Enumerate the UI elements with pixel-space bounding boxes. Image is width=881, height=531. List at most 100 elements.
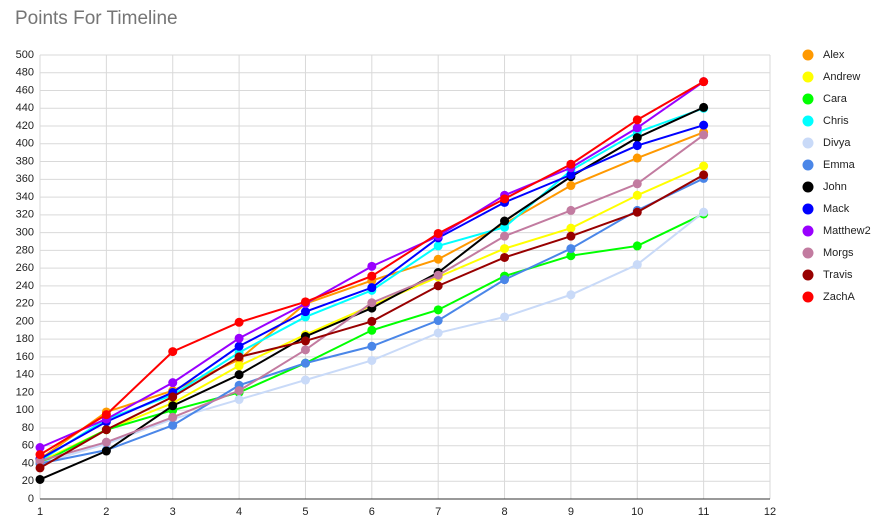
y-tick-label: 500 [16,49,34,61]
data-point [433,305,443,315]
legend-swatch [802,203,814,215]
y-tick-label: 360 [16,173,34,185]
data-point [367,271,377,281]
y-tick-label: 60 [22,440,34,452]
data-point [300,307,310,317]
data-point [300,358,310,368]
data-point [367,298,377,308]
data-point [566,244,576,254]
data-point [632,260,642,270]
data-point [35,463,45,473]
x-tick-label: 5 [302,506,308,518]
y-tick-label: 160 [16,351,34,363]
data-point [168,401,178,411]
data-point [367,341,377,351]
y-tick-label: 480 [16,67,34,79]
x-tick-label: 7 [435,506,441,518]
data-point [566,205,576,215]
data-point [632,115,642,125]
y-tick-label: 300 [16,227,34,239]
data-point [433,270,443,280]
data-point [632,207,642,217]
data-point [699,120,709,130]
legend-swatch [802,137,814,149]
data-point [632,179,642,189]
data-point [234,370,244,380]
data-point [699,161,709,171]
data-point [566,231,576,241]
y-tick-label: 320 [16,209,34,221]
legend-swatch [802,181,814,193]
data-point [699,102,709,112]
data-point [500,244,510,254]
data-point [433,228,443,238]
data-point [566,159,576,169]
data-point [500,275,510,285]
data-point [234,333,244,343]
legend-label: Matthew2 [823,225,871,237]
data-point [300,336,310,346]
data-point [35,442,45,452]
legend-label: Morgs [823,247,854,259]
y-tick-label: 0 [28,493,34,505]
x-tick-label: 10 [631,506,643,518]
y-tick-label: 380 [16,155,34,167]
data-point [433,241,443,251]
data-point [632,241,642,251]
data-point [632,141,642,151]
data-point [566,290,576,300]
data-point [566,223,576,233]
y-tick-label: 80 [22,422,34,434]
legend-label: Alex [823,49,845,61]
data-point [234,361,244,371]
legend-swatch [802,115,814,127]
y-tick-label: 240 [16,280,34,292]
y-tick-label: 120 [16,386,34,398]
data-point [101,410,111,420]
data-point [300,375,310,385]
legend-swatch [802,49,814,61]
legend-swatch [802,159,814,171]
legend-swatch [802,269,814,281]
x-tick-label: 1 [37,506,43,518]
data-point [35,450,45,460]
data-point [500,231,510,241]
y-tick-label: 40 [22,457,34,469]
data-point [367,261,377,271]
data-point [300,345,310,355]
x-tick-label: 4 [236,506,242,518]
data-point [500,312,510,322]
y-tick-label: 260 [16,262,34,274]
legend-label: Emma [823,159,856,171]
data-point [367,355,377,365]
legend-label: Chris [823,115,849,127]
data-point [168,347,178,357]
data-point [632,153,642,163]
y-tick-label: 100 [16,404,34,416]
y-tick-label: 440 [16,102,34,114]
data-point [566,181,576,191]
data-point [500,252,510,262]
data-point [234,341,244,351]
data-point [433,316,443,326]
legend-swatch [802,247,814,259]
data-point [367,283,377,293]
data-point [433,254,443,264]
data-point [168,412,178,422]
data-point [699,207,709,217]
x-tick-label: 8 [501,506,507,518]
legend-label: Cara [823,93,848,105]
data-point [35,474,45,484]
y-tick-label: 400 [16,138,34,150]
data-point [632,133,642,143]
legend-label: Travis [823,269,853,281]
data-point [699,170,709,180]
data-point [566,251,576,261]
legend-swatch [802,93,814,105]
y-tick-label: 200 [16,315,34,327]
data-point [699,77,709,87]
y-tick-label: 340 [16,191,34,203]
data-point [632,123,642,133]
x-tick-label: 6 [369,506,375,518]
